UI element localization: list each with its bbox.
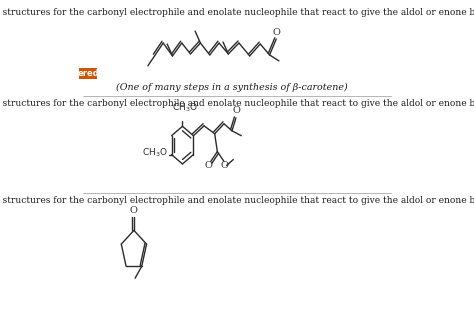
Text: O: O (204, 161, 212, 170)
Text: Draw structures for the carbonyl electrophile and enolate nucleophile that react: Draw structures for the carbonyl electro… (0, 8, 474, 17)
Text: O: O (221, 161, 228, 170)
Text: CH$_3$O: CH$_3$O (172, 102, 197, 114)
Text: O: O (273, 28, 281, 36)
Text: CH$_3$O: CH$_3$O (142, 146, 168, 159)
Text: (One of many steps in a synthesis of β-carotene): (One of many steps in a synthesis of β-c… (117, 83, 348, 92)
Text: O: O (232, 107, 240, 115)
FancyBboxPatch shape (80, 68, 97, 79)
Text: ered: ered (77, 69, 99, 78)
Text: Draw structures for the carbonyl electrophile and enolate nucleophile that react: Draw structures for the carbonyl electro… (0, 196, 474, 205)
Text: Draw structures for the carbonyl electrophile and enolate nucleophile that react: Draw structures for the carbonyl electro… (0, 99, 474, 108)
Text: O: O (130, 206, 138, 215)
